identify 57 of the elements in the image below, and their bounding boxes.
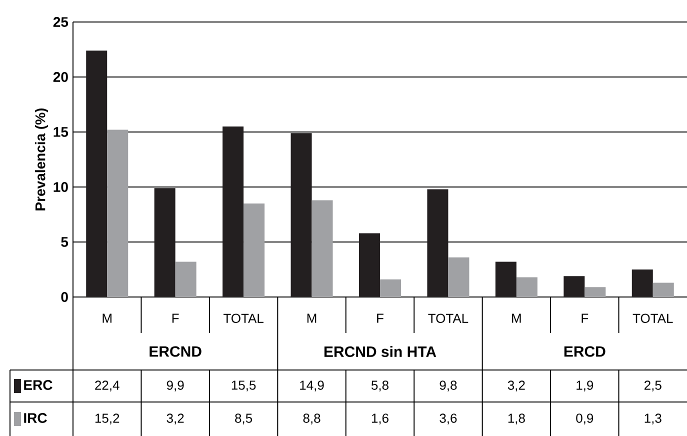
x-tick-label: M [512,314,521,323]
bar [175,262,196,298]
x-tick-label: TOTAL [632,314,673,323]
bar [154,188,176,298]
x-tick-label: F [377,314,384,323]
legend-label: IRC [24,413,47,423]
bar [244,204,265,298]
data-label: 8,5 [235,414,252,424]
bar [290,133,312,298]
bar [652,282,674,298]
data-label: 1,9 [576,380,594,392]
text: ERCD [564,346,606,357]
bar [564,276,585,298]
data-label: 1,8 [508,414,525,424]
data-label: 9,9 [166,380,184,392]
bar [222,126,244,298]
y-tick-label: 10 [54,182,68,192]
x-tick-label: TOTAL [428,314,468,323]
y-tick-label: 15 [54,127,68,137]
x-tick-label: M [102,314,112,323]
data-label: 15,2 [95,414,120,424]
y-tick-label: 20 [53,72,68,82]
data-label: 3,6 [440,414,457,424]
legend-label: ERC [24,380,52,390]
data-label: 9,8 [440,380,457,392]
bar [632,270,653,298]
data-label: 14,9 [300,380,324,392]
data-label: 2,5 [644,380,662,392]
bar [448,257,470,298]
x-tick-label: F [172,314,179,323]
x-tick-label: F [582,314,588,323]
data-label: 1,6 [372,414,388,424]
bar [584,287,606,298]
data-label: 8,8 [303,414,320,424]
bar [427,189,448,298]
y-tick-label: 5 [61,237,68,247]
data-label: 3,2 [166,414,184,424]
bar [86,50,108,298]
x-tick-label: M [307,314,316,323]
text: ERCND [150,346,202,357]
bar [107,130,128,298]
y-tick-label: 25 [53,17,68,27]
y-tick-label: 0 [61,292,68,302]
bar [380,279,401,298]
data-label: 22,4 [95,380,120,392]
bar [495,262,516,298]
y-axis-title: Prevalencia (%) [34,108,48,210]
bar [358,233,380,298]
bar [312,200,333,298]
data-label: 0,9 [576,414,594,424]
data-label: 5,8 [371,380,388,392]
data-label: 1,3 [644,414,662,424]
data-label: 3,2 [508,380,525,392]
data-label: 15,5 [232,380,256,392]
x-tick-label: TOTAL [224,314,264,323]
text: ERCND sin HTA [324,346,436,358]
bar [516,277,538,298]
